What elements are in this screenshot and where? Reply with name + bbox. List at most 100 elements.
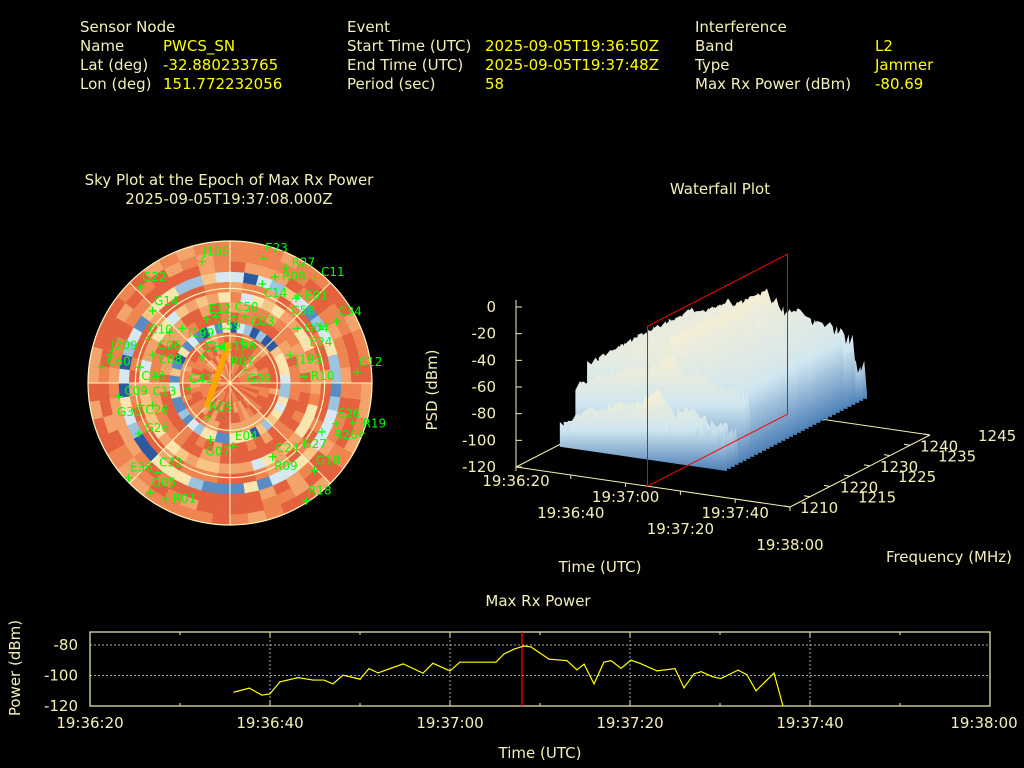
satellite-plus-icon [259, 254, 268, 263]
end-value: 2025-09-05T19:37:48Z [485, 56, 659, 74]
satellite-label: C41 [189, 372, 213, 386]
frequency-tick-label: 1210 [800, 499, 838, 517]
satellite-plus-icon [114, 392, 123, 401]
satellite-plus-icon [202, 315, 211, 324]
frequency-tick [803, 495, 811, 498]
data-point [323, 679, 325, 681]
satellite-label: C26 [145, 403, 169, 417]
name-value: PWCS_SN [163, 37, 236, 55]
satellite-label: G22 [142, 270, 167, 284]
satellite-plus-icon [152, 372, 161, 381]
satellite-label: R18 [308, 484, 332, 498]
satellite-label: C08 [158, 353, 182, 367]
frequency-axis [789, 434, 931, 508]
max-rx-power-line [233, 645, 784, 707]
frequency-tick [823, 484, 831, 487]
data-point [233, 691, 235, 693]
frequency-tick-label: 1230 [880, 458, 918, 476]
data-point [332, 683, 334, 685]
satellite-plus-icon [357, 429, 366, 438]
satellite-label: C11 [321, 265, 345, 279]
data-point [700, 671, 702, 673]
satellite-label: E12 [208, 302, 231, 316]
frequency-tick [843, 474, 851, 477]
data-point [342, 674, 344, 676]
satellite-label: E24 [310, 335, 333, 349]
data-point [548, 658, 550, 660]
data-point [782, 705, 784, 707]
satellite-plus-icon [317, 427, 326, 436]
satellite-plus-icon [349, 418, 358, 427]
frequency-tick-label: 1235 [938, 448, 976, 466]
data-point [674, 668, 676, 670]
satellite-label: G04 [304, 321, 329, 335]
satellite-label: G30 [117, 405, 142, 419]
satellite-plus-icon [97, 363, 106, 372]
time-tick-label: 19:37:40 [702, 504, 769, 522]
time-axis-label: Time (UTC) [558, 558, 642, 576]
satellite-label: G09 [247, 372, 272, 386]
satellite-label: C24 [276, 441, 300, 455]
lat-label: Lat (deg) [80, 56, 149, 74]
satellite-plus-icon [148, 306, 157, 315]
data-point [656, 670, 658, 672]
satellite-plus-icon [310, 466, 319, 475]
frequency-tick-label: 1220 [840, 478, 878, 496]
satellite-plus-icon [241, 312, 250, 321]
data-point [683, 687, 685, 689]
satellite-label: G26 [144, 421, 169, 435]
frequency-tick [863, 464, 871, 467]
y-tick-label: -80 [54, 636, 79, 654]
satellite-label: C32 [159, 455, 183, 469]
type-value: Jammer [875, 56, 934, 74]
satellite-label: R01 [173, 491, 197, 505]
satellite-label: R07 [231, 354, 255, 368]
satellite-label: E23 [265, 241, 288, 255]
band-value: L2 [875, 37, 893, 55]
name-label: Name [80, 37, 125, 55]
satellite-plus-icon [206, 435, 215, 444]
data-point [603, 661, 605, 663]
satellite-plus-icon [135, 363, 144, 372]
data-point [523, 645, 525, 647]
frequency-tick-label: 1240 [920, 437, 958, 455]
time-tick-label: 19:37:20 [647, 520, 714, 538]
frequency-axis-label: Frequency (MHz) [886, 548, 1012, 566]
satellite-plus-icon [161, 494, 170, 503]
plot-frame [89, 631, 991, 707]
data-point [432, 662, 434, 664]
satellite-plus-icon [293, 324, 302, 333]
frequency-tick-label: 1215 [858, 489, 896, 507]
data-point [359, 678, 361, 680]
satellite-plus-icon [178, 324, 187, 333]
azimuth-line [129, 382, 231, 484]
satellite-label: C03 [251, 315, 275, 329]
satellite-label: C12 [359, 355, 383, 369]
satellite-label: J196 [229, 339, 256, 353]
x-tick-label: 19:37:20 [596, 714, 663, 732]
y-tick-label: -100 [44, 666, 78, 684]
satellite-label: G27 [302, 437, 327, 451]
satellite-plus-icon [353, 367, 362, 376]
satellite-plus-icon [183, 384, 192, 393]
data-point [402, 663, 404, 665]
satellite-label: E04 [235, 429, 258, 443]
data-point [610, 660, 612, 662]
satellite-label: C23 [141, 369, 165, 383]
satellite-plus-icon [316, 322, 325, 331]
psd-tick-label: -120 [462, 458, 496, 476]
data-point [593, 683, 595, 685]
psd-tick-label: 0 [486, 298, 496, 316]
satellite-plus-icon [311, 273, 320, 282]
satellite-plus-icon [153, 468, 162, 477]
satellite-plus-icon [229, 442, 238, 451]
satellite-plus-icon [134, 429, 143, 438]
satellite-label: E14 [204, 340, 227, 354]
satellite-label: R09 [274, 459, 298, 473]
satellite-plus-icon [146, 488, 155, 497]
sky-plot-title: Sky Plot at the Epoch of Max Rx Power [84, 171, 374, 189]
satellite-plus-icon [165, 328, 174, 337]
satellite-plus-icon [241, 365, 250, 374]
